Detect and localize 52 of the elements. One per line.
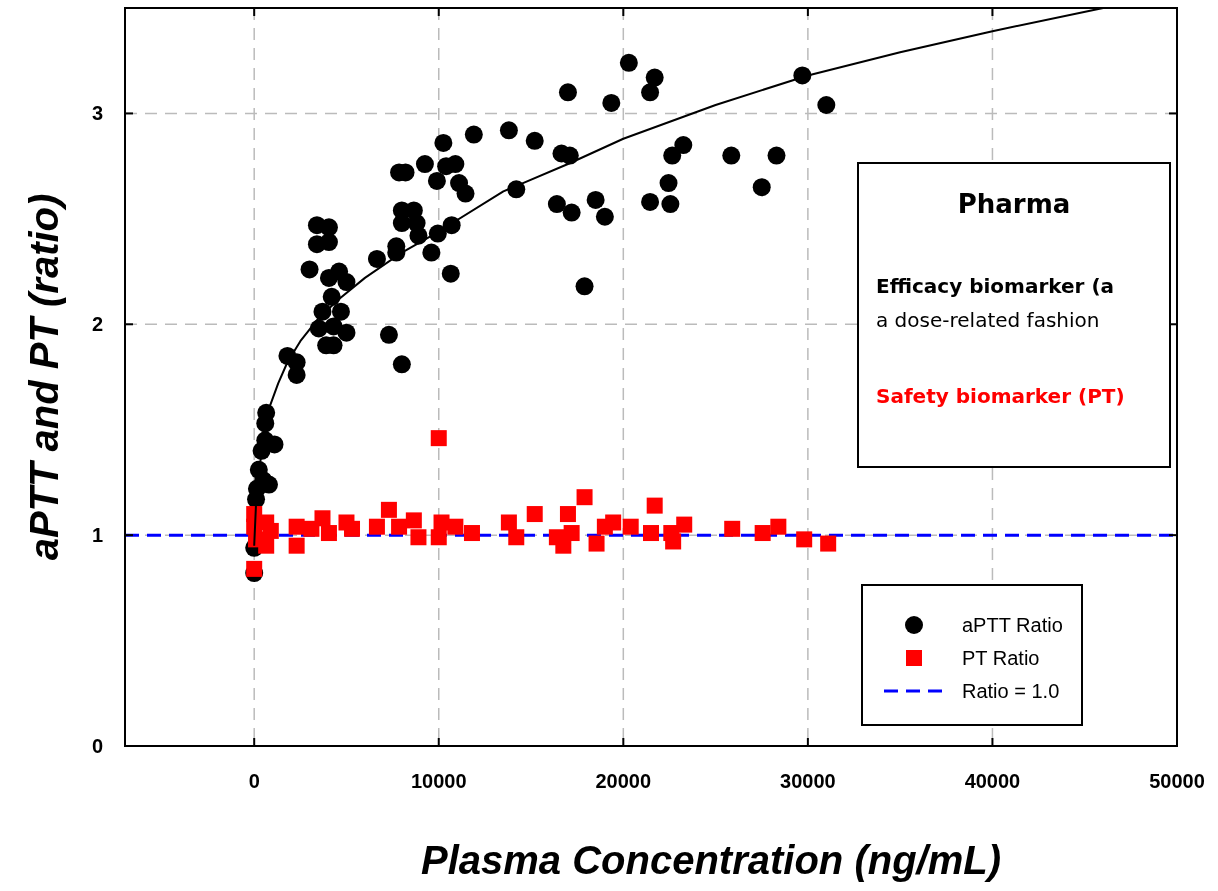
point [430, 529, 447, 546]
x-axis-title: Plasma Concentration (ng/mL) [420, 838, 1002, 882]
point [258, 537, 275, 554]
point [770, 518, 787, 535]
point [563, 525, 580, 542]
x-tick-label: 10000 [410, 770, 467, 792]
point [410, 529, 427, 546]
y-tick-label: 2 [91, 313, 103, 336]
point [559, 506, 576, 523]
point [588, 535, 605, 552]
annotation: Safety biomarker (PT) [876, 384, 1125, 408]
legend-label: aPTT Ratio [962, 614, 1063, 636]
x-tick-label: 30000 [780, 770, 836, 792]
y-tick-label: 3 [91, 102, 103, 125]
point [646, 497, 663, 514]
point [622, 518, 639, 535]
point [303, 520, 320, 537]
point [288, 537, 305, 554]
point [463, 525, 480, 542]
annotation: a dose-related fashion [876, 308, 1100, 332]
point [391, 518, 408, 535]
point [796, 531, 813, 548]
point [820, 535, 837, 552]
point [676, 516, 693, 533]
x-tick-label: 0 [248, 770, 260, 792]
point [368, 518, 385, 535]
point [576, 489, 593, 506]
point [526, 506, 543, 523]
point [500, 514, 517, 531]
point [508, 529, 525, 546]
y-tick-label: 1 [91, 524, 103, 547]
point [380, 501, 397, 518]
x-tick-label: 40000 [964, 770, 1021, 792]
point [430, 430, 447, 447]
y-tick-label: 0 [91, 735, 103, 757]
point [314, 510, 331, 527]
point [643, 525, 659, 542]
point [320, 525, 337, 542]
legend-label: PT Ratio [962, 647, 1040, 669]
point [405, 512, 422, 529]
point [246, 560, 263, 577]
x-tick-label: 20000 [595, 770, 652, 792]
point [665, 533, 682, 550]
legend-label: Ratio = 1.0 [962, 680, 1060, 702]
y-axis-title: aPTT and PT (ratio) [22, 193, 66, 561]
point [754, 525, 771, 542]
point [724, 520, 741, 537]
point [605, 514, 622, 531]
point [447, 518, 464, 535]
annotation: Pharma [957, 189, 1071, 219]
annotation: Efficacy biomarker (a [876, 274, 1115, 298]
x-tick-label: 50000 [1149, 770, 1205, 792]
